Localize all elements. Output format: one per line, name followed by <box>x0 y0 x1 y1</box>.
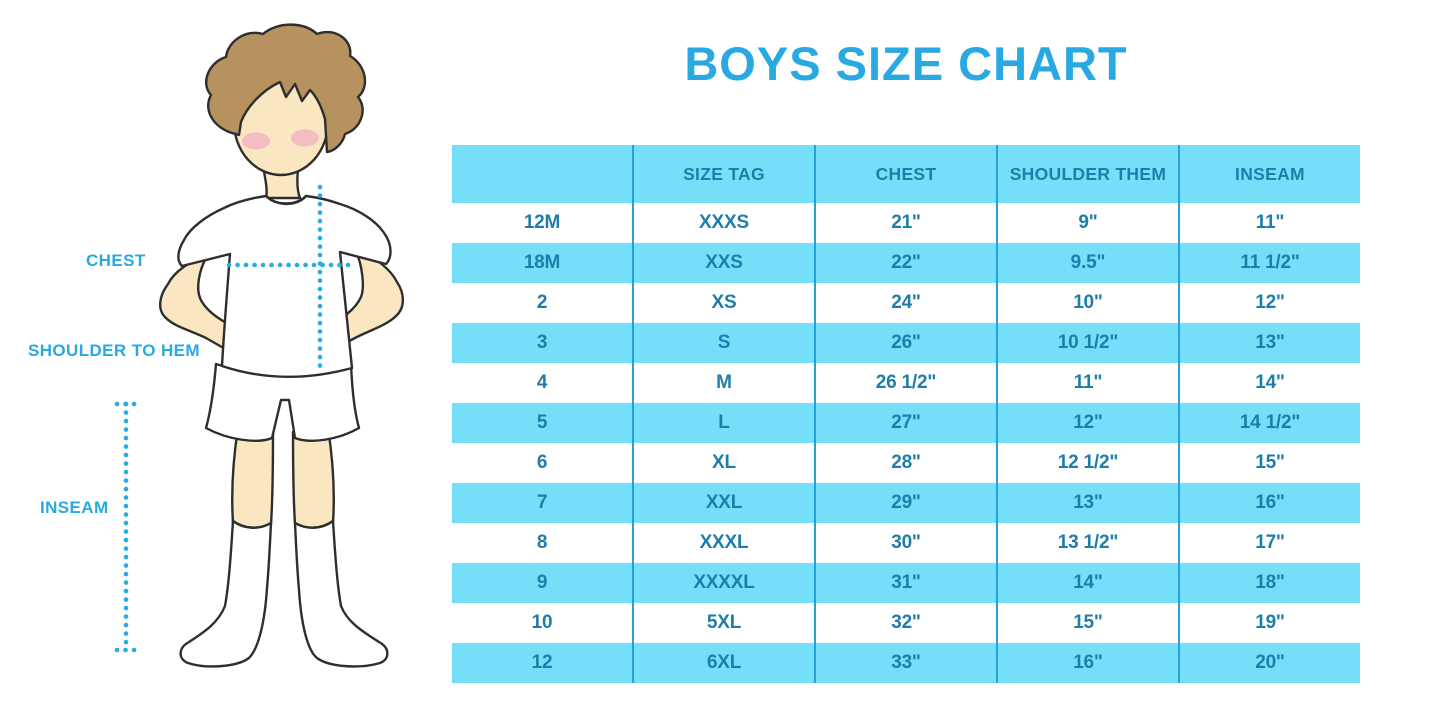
value-cell: 14" <box>1177 363 1360 403</box>
value-cell: 19" <box>1177 603 1360 643</box>
shoulder-to-hem-label: SHOULDER TO HEM <box>28 341 200 360</box>
value-cell: 11 1/2" <box>1177 243 1360 283</box>
value-cell: 28" <box>813 443 997 483</box>
blush-left <box>242 132 270 150</box>
size-cell: 2 <box>536 292 548 313</box>
value-cell: 27" <box>813 403 997 443</box>
value-cell: XXXL <box>632 523 815 563</box>
column-header-4: INSEAM <box>1177 145 1360 203</box>
value-cell: 18" <box>1177 563 1360 603</box>
value-cell: XXXXL <box>632 563 815 603</box>
table-row: 7 XXL 29" 13" 16" <box>452 483 1360 523</box>
value-cell: 26 1/2" <box>813 363 997 403</box>
table-row: 9 XXXXL 31" 14" 18" <box>452 563 1360 603</box>
value-cell: XS <box>632 283 815 323</box>
tshirt-shape <box>177 194 392 378</box>
value-cell: XXL <box>632 483 815 523</box>
inseam-label: INSEAM <box>40 498 109 517</box>
value-cell: 10 1/2" <box>995 323 1179 363</box>
value-cell: 26" <box>813 323 997 363</box>
value-cell: XL <box>632 443 815 483</box>
size-cell: 12 <box>531 652 553 673</box>
value-cell: 13" <box>995 483 1179 523</box>
chest-label: CHEST <box>86 251 146 270</box>
size-cell: 6 <box>536 452 548 473</box>
value-cell: 15" <box>995 603 1179 643</box>
value-cell: 12" <box>1177 283 1360 323</box>
value-cell: 21" <box>813 203 997 243</box>
hair-shape <box>205 23 367 154</box>
right-sock <box>293 519 389 668</box>
size-table: SIZE TAG CHEST SHOULDER THEM INSEAM 12M XXXS… <box>452 145 1360 683</box>
value-cell: 30" <box>813 523 997 563</box>
table-row: 18M XXS 22" 9.5" 11 1/2" <box>452 243 1360 283</box>
value-cell: 14" <box>995 563 1179 603</box>
size-cell: 9 <box>536 572 548 593</box>
column-header-2: CHEST <box>813 145 997 203</box>
size-cell: 5 <box>536 412 548 433</box>
table-row: 10 5XL 32" 15" 19" <box>452 603 1360 643</box>
size-cell: 12M <box>523 212 561 233</box>
size-table-body: 12M XXXS 21" 9" 11" 18M XXS 22" 9.5" 11 1/2" 2 XS 24… <box>452 203 1360 683</box>
value-cell: 9.5" <box>995 243 1179 283</box>
value-cell: 13 1/2" <box>995 523 1179 563</box>
blush-right <box>291 129 319 147</box>
table-row: 5 L 27" 12" 14 1/2" <box>452 403 1360 443</box>
table-row: 6 XL 28" 12 1/2" 15" <box>452 443 1360 483</box>
value-cell: 12" <box>995 403 1179 443</box>
value-cell: 6XL <box>632 643 815 683</box>
page-title: BOYS SIZE CHART <box>684 37 1128 90</box>
left-leg <box>231 426 275 531</box>
value-cell: M <box>632 363 815 403</box>
value-cell: 10" <box>995 283 1179 323</box>
value-cell: 5XL <box>632 603 815 643</box>
size-cell: 3 <box>536 332 548 353</box>
column-header-1: SIZE TAG <box>632 145 815 203</box>
table-row: 12M XXXS 21" 9" 11" <box>452 203 1360 243</box>
size-cell: 18M <box>523 252 561 273</box>
header-row: SIZE TAG CHEST SHOULDER THEM INSEAM <box>452 145 1360 203</box>
value-cell: 33" <box>813 643 997 683</box>
value-cell: 24" <box>813 283 997 323</box>
value-cell: XXXS <box>632 203 815 243</box>
size-cell: 4 <box>536 372 548 393</box>
size-cell: 10 <box>531 612 553 633</box>
table-row: 3 S 26" 10 1/2" 13" <box>452 323 1360 363</box>
value-cell: 22" <box>813 243 997 283</box>
size-cell: 7 <box>536 492 548 513</box>
value-cell: L <box>632 403 815 443</box>
table-row: 12 6XL 33" 16" 20" <box>452 643 1360 683</box>
column-header-0 <box>452 145 633 203</box>
value-cell: 15" <box>1177 443 1360 483</box>
value-cell: 9" <box>995 203 1179 243</box>
value-cell: 11" <box>995 363 1179 403</box>
value-cell: 16" <box>1177 483 1360 523</box>
collar-line <box>264 194 308 205</box>
left-sock <box>179 519 273 668</box>
boy-illustration <box>114 23 405 668</box>
right-leg <box>291 426 335 531</box>
value-cell: 20" <box>1177 643 1360 683</box>
value-cell: 17" <box>1177 523 1360 563</box>
left-arm <box>159 254 242 356</box>
value-cell: 31" <box>813 563 997 603</box>
value-cell: 32" <box>813 603 997 643</box>
left-sock-band <box>231 519 273 529</box>
value-cell: 12 1/2" <box>995 443 1179 483</box>
table-row: 4 M 26 1/2" 11" 14" <box>452 363 1360 403</box>
value-cell: 14 1/2" <box>1177 403 1360 443</box>
right-sock-band <box>293 519 335 529</box>
value-cell: 13" <box>1177 323 1360 363</box>
value-cell: 16" <box>995 643 1179 683</box>
column-header-3: SHOULDER THEM <box>995 145 1179 203</box>
table-row: 2 XS 24" 10" 12" <box>452 283 1360 323</box>
value-cell: 11" <box>1177 203 1360 243</box>
table-row: 8 XXXL 30" 13 1/2" 17" <box>452 523 1360 563</box>
value-cell: S <box>632 323 815 363</box>
value-cell: 29" <box>813 483 997 523</box>
size-cell: 8 <box>536 532 548 553</box>
size-table-header: SIZE TAG CHEST SHOULDER THEM INSEAM <box>452 145 1360 203</box>
value-cell: XXS <box>632 243 815 283</box>
